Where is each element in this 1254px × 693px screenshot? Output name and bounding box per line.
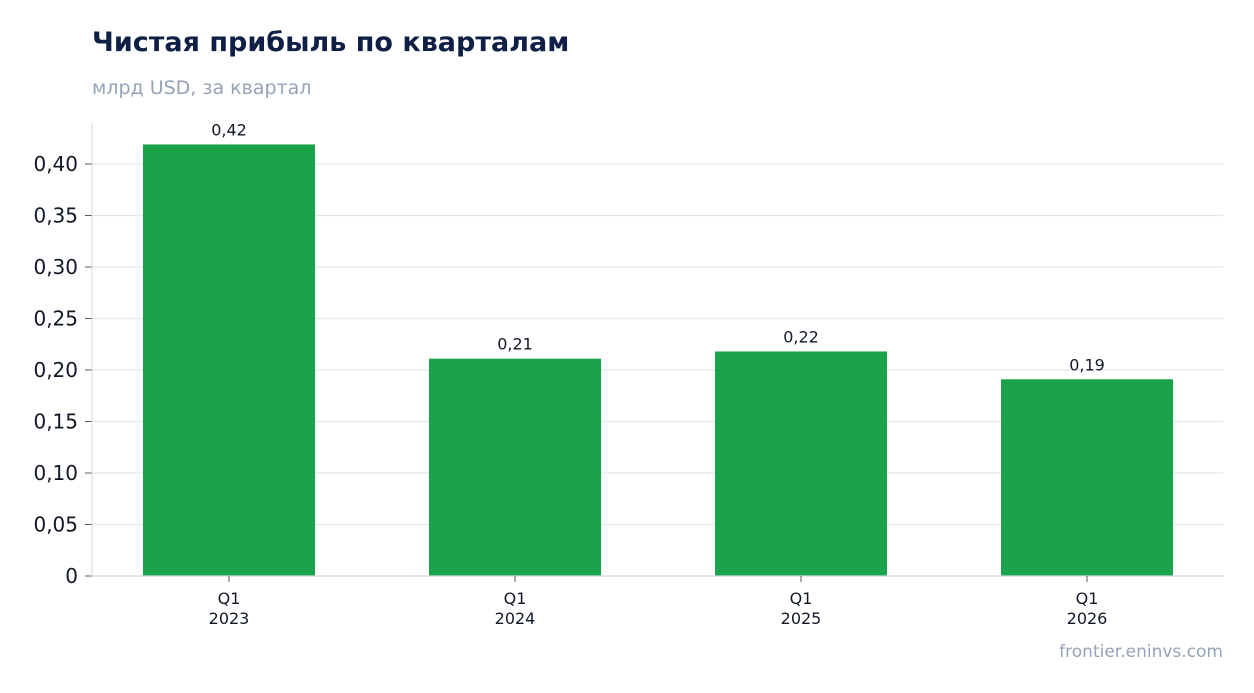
data-label: 0,21 [497, 335, 533, 354]
data-label: 0,22 [783, 327, 819, 346]
data-label: 0,19 [1069, 355, 1105, 374]
x-tick-label: 2025 [781, 609, 822, 628]
source-watermark: frontier.eninvs.com [1059, 642, 1223, 662]
y-tick-label: 0,30 [33, 255, 78, 279]
x-tick-label: Q1 [504, 589, 527, 608]
y-tick-label: 0 [65, 564, 78, 588]
bar [1001, 379, 1173, 576]
y-tick-label: 0,25 [33, 307, 78, 331]
x-tick-label: 2023 [209, 609, 250, 628]
x-tick-label: 2024 [495, 609, 536, 628]
bar [429, 358, 601, 576]
x-tick-label: Q1 [1076, 589, 1099, 608]
y-tick-label: 0,05 [33, 513, 78, 537]
y-tick-label: 0,35 [33, 204, 78, 228]
x-tick-label: Q1 [218, 589, 241, 608]
bars [143, 144, 1173, 576]
bar [715, 351, 887, 576]
y-tick-label: 0,10 [33, 461, 78, 485]
chart-subtitle: млрд USD, за квартал [92, 77, 312, 99]
y-tick-label: 0,15 [33, 410, 78, 434]
y-tick-label: 0,20 [33, 358, 78, 382]
y-tick-label: 0,40 [33, 152, 78, 176]
bar [143, 144, 315, 576]
data-labels: 0,42 0,21 0,22 0,19 [211, 120, 1105, 374]
data-label: 0,42 [211, 120, 247, 139]
axes: 00,050,100,150,200,250,300,350,40Q12023Q… [33, 123, 1223, 628]
x-tick-label: Q1 [790, 589, 813, 608]
chart-title: Чистая прибыль по кварталам [92, 27, 570, 58]
x-tick-label: 2026 [1067, 609, 1108, 628]
